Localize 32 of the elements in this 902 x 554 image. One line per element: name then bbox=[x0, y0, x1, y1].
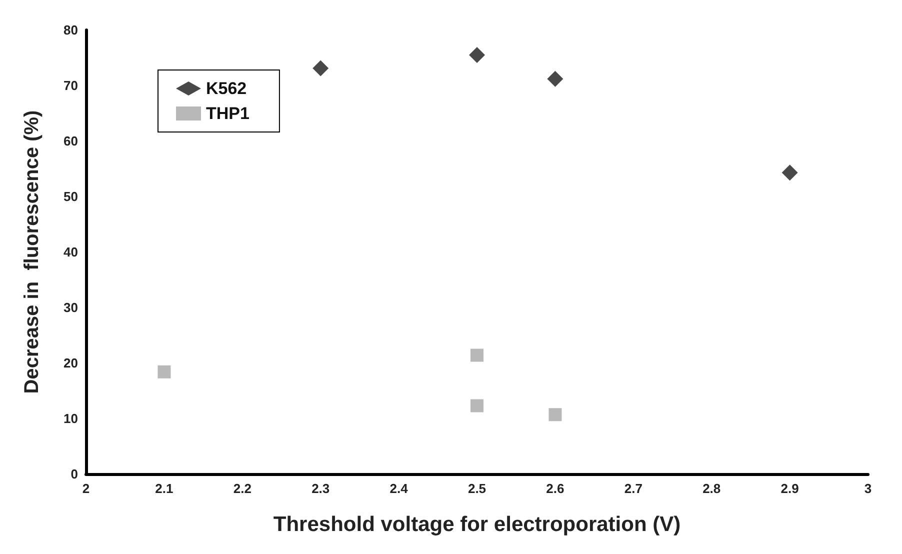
point bbox=[470, 348, 484, 362]
y-tick-label: 70 bbox=[64, 78, 78, 93]
x-tick-label: 2.7 bbox=[624, 481, 642, 496]
x-axis-title: Threshold voltage for electroporation (V) bbox=[273, 513, 681, 536]
y-tick-label: 30 bbox=[64, 300, 78, 315]
y-tick-label: 40 bbox=[64, 244, 78, 260]
y-tick-label: 50 bbox=[64, 189, 78, 204]
legend-label: K562 bbox=[206, 79, 247, 98]
point bbox=[312, 60, 329, 76]
point bbox=[470, 399, 484, 412]
point bbox=[782, 164, 798, 181]
x-tick-label: 2 bbox=[82, 481, 90, 496]
legend-label: THP1 bbox=[206, 104, 250, 123]
point bbox=[469, 46, 485, 63]
x-tick-label: 2.8 bbox=[702, 481, 721, 496]
x-tick-label: 2.9 bbox=[780, 481, 799, 496]
point bbox=[158, 365, 171, 378]
y-tick-label: 60 bbox=[64, 134, 78, 148]
y-tick-label: 20 bbox=[64, 356, 78, 370]
y-tick-label: 10 bbox=[64, 411, 78, 426]
y-tick-label: 80 bbox=[64, 22, 78, 38]
x-tick-label: 2.4 bbox=[390, 481, 409, 496]
x-tick-label: 2.2 bbox=[233, 481, 252, 496]
point bbox=[547, 70, 564, 87]
x-tick-label: 2.5 bbox=[468, 481, 486, 496]
y-axis-title: Decrease in fluorescence (%) bbox=[21, 110, 43, 394]
y-tick-label: 0 bbox=[70, 466, 78, 482]
x-tick-label: 3 bbox=[864, 481, 872, 496]
x-tick-label: 2.6 bbox=[546, 481, 564, 496]
point bbox=[548, 408, 562, 422]
x-tick-label: 2.1 bbox=[155, 481, 174, 496]
x-tick-label: 2.3 bbox=[312, 481, 330, 496]
